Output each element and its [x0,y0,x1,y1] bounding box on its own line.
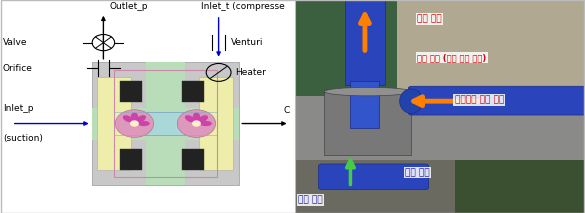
Bar [182,81,204,102]
Ellipse shape [198,115,208,122]
Ellipse shape [138,121,150,126]
Text: 압축공기 가열 히터: 압축공기 가열 히터 [455,96,504,105]
Bar [146,62,185,124]
Bar [199,77,233,170]
Text: C: C [284,106,290,115]
Bar [146,124,185,185]
Text: Inlet_p: Inlet_p [3,104,33,113]
Bar [92,62,239,185]
Circle shape [177,110,216,137]
Ellipse shape [193,112,200,121]
Bar [295,96,585,160]
Bar [295,160,455,213]
Text: (suction): (suction) [3,134,43,143]
Bar [120,81,142,102]
Text: Valve: Valve [3,38,27,47]
Text: 터빈 입구 (압축 공기 주입): 터빈 입구 (압축 공기 주입) [417,53,486,62]
Bar [345,0,385,85]
Circle shape [192,120,201,127]
Bar [324,92,411,155]
Text: Inlet_t (compresse: Inlet_t (compresse [201,2,285,11]
Text: Outlet_p: Outlet_p [109,2,148,11]
Ellipse shape [136,115,146,122]
Text: 펌프 출구: 펌프 출구 [405,168,430,177]
Ellipse shape [123,115,133,122]
Bar [98,77,132,170]
Text: Venturi: Venturi [230,38,263,47]
Bar [118,112,213,135]
Bar [182,149,204,170]
Ellipse shape [325,87,411,96]
Ellipse shape [185,115,195,122]
Bar [120,149,142,170]
Bar [455,160,585,213]
Ellipse shape [400,89,423,113]
Text: Heater: Heater [235,68,266,77]
Text: 펌프 입구: 펌프 입구 [298,196,323,205]
FancyBboxPatch shape [319,164,429,190]
Bar [397,0,585,96]
Circle shape [115,110,154,137]
Circle shape [130,120,139,127]
Ellipse shape [130,112,138,121]
Bar [92,108,239,140]
Bar [295,0,397,96]
Bar [113,70,217,177]
Ellipse shape [200,121,212,126]
FancyBboxPatch shape [408,86,585,115]
Text: Orifice: Orifice [3,64,33,73]
Bar [350,81,380,128]
Text: 터빈 출구: 터빈 출구 [417,15,442,24]
